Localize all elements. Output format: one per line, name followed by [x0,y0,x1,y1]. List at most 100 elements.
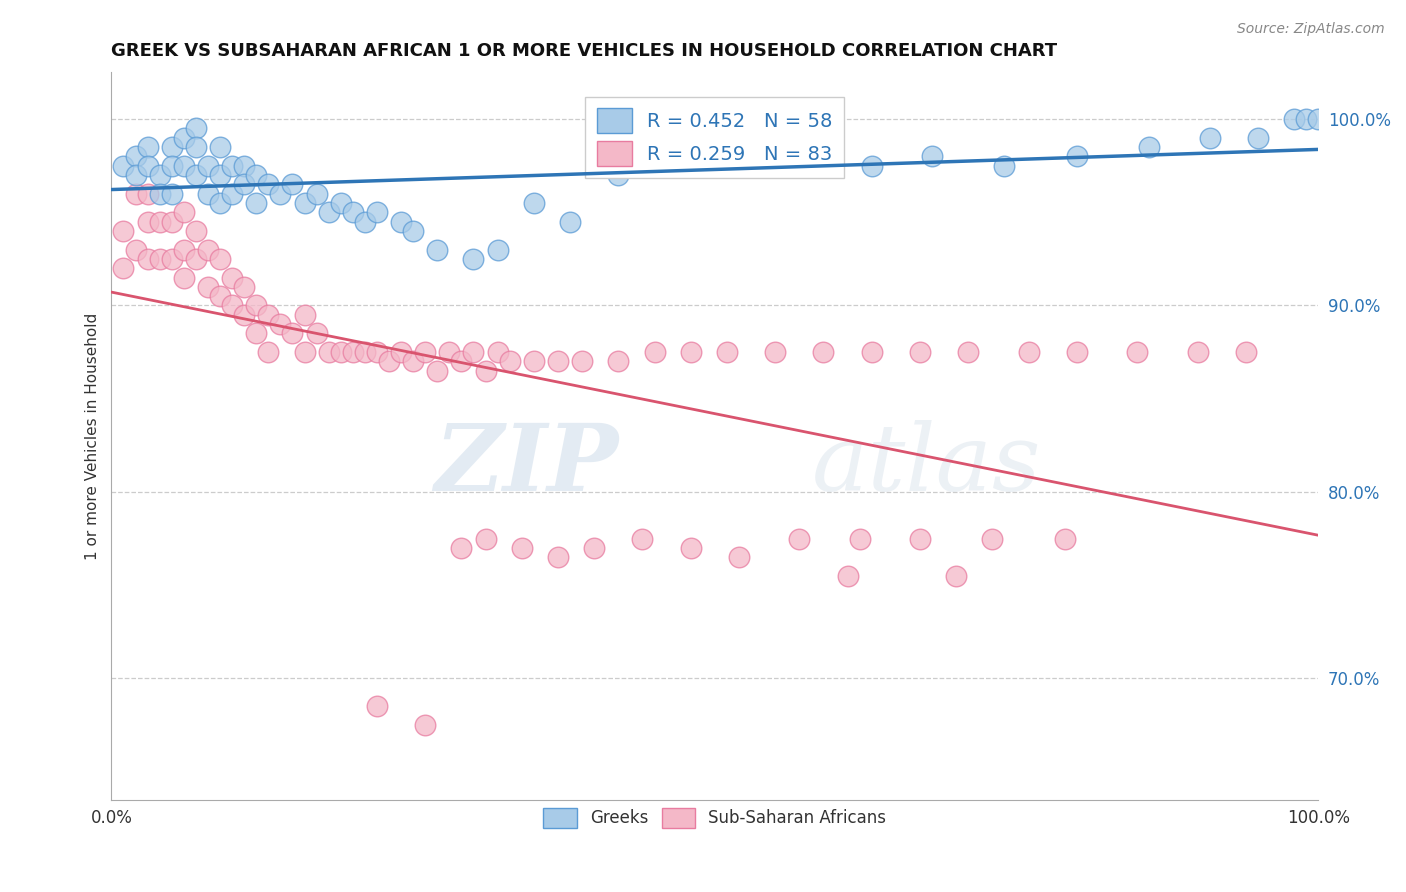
Point [149,214,172,228]
Point [728,550,751,565]
Point [413,345,436,359]
Point [366,699,388,714]
Point [860,345,883,359]
Point [450,354,472,368]
Point [173,159,195,173]
Point [257,178,280,192]
Point [136,159,159,173]
Point [558,214,581,228]
Point [245,196,267,211]
Point [848,532,870,546]
Point [607,354,630,368]
Point [329,345,352,359]
Point [957,345,980,359]
Point [486,243,509,257]
Point [149,168,172,182]
Point [571,354,593,368]
Point [136,252,159,266]
Point [197,243,219,257]
Point [474,532,496,546]
Point [789,532,811,546]
Point [233,159,256,173]
Point [173,243,195,257]
Point [245,326,267,341]
Point [221,298,243,312]
Point [184,140,207,154]
Point [173,270,195,285]
Legend: Greeks, Sub-Saharan Africans: Greeks, Sub-Saharan Africans [537,801,893,835]
Point [413,718,436,732]
Point [703,159,725,173]
Point [450,541,472,555]
Point [257,345,280,359]
Point [1066,149,1088,163]
Point [294,196,316,211]
Point [269,317,291,331]
Point [1198,130,1220,145]
Text: ZIP: ZIP [434,420,619,510]
Point [510,541,533,555]
Point [860,159,883,173]
Point [993,159,1015,173]
Y-axis label: 1 or more Vehicles in Household: 1 or more Vehicles in Household [86,312,100,559]
Point [644,345,666,359]
Point [583,541,606,555]
Point [655,159,678,173]
Point [1187,345,1209,359]
Text: atlas: atlas [811,420,1040,510]
Point [233,280,256,294]
Point [837,569,859,583]
Point [208,168,231,182]
Point [305,186,328,201]
Point [945,569,967,583]
Point [547,354,569,368]
Point [149,186,172,201]
Point [318,205,340,219]
Point [305,326,328,341]
Point [389,345,412,359]
Point [281,326,304,341]
Point [499,354,522,368]
Point [173,205,195,219]
Point [245,168,267,182]
Point [294,345,316,359]
Point [197,186,219,201]
Point [257,308,280,322]
Point [981,532,1004,546]
Point [1282,112,1305,126]
Point [184,224,207,238]
Point [184,168,207,182]
Point [353,214,375,228]
Point [197,159,219,173]
Point [1066,345,1088,359]
Point [329,196,352,211]
Point [439,345,461,359]
Point [1234,345,1257,359]
Point [426,243,449,257]
Point [1018,345,1040,359]
Point [1137,140,1160,154]
Point [269,186,291,201]
Point [908,345,931,359]
Point [208,196,231,211]
Point [136,186,159,201]
Point [124,186,146,201]
Point [463,252,485,266]
Text: GREEK VS SUBSAHARAN AFRICAN 1 OR MORE VEHICLES IN HOUSEHOLD CORRELATION CHART: GREEK VS SUBSAHARAN AFRICAN 1 OR MORE VE… [111,42,1057,60]
Point [160,140,183,154]
Point [221,159,243,173]
Point [208,289,231,303]
Point [184,121,207,136]
Point [631,532,654,546]
Point [523,196,546,211]
Point [378,354,401,368]
Point [763,345,786,359]
Point [245,298,267,312]
Point [366,345,388,359]
Point [1295,112,1317,126]
Point [402,354,425,368]
Point [124,149,146,163]
Point [679,345,702,359]
Point [197,280,219,294]
Point [124,168,146,182]
